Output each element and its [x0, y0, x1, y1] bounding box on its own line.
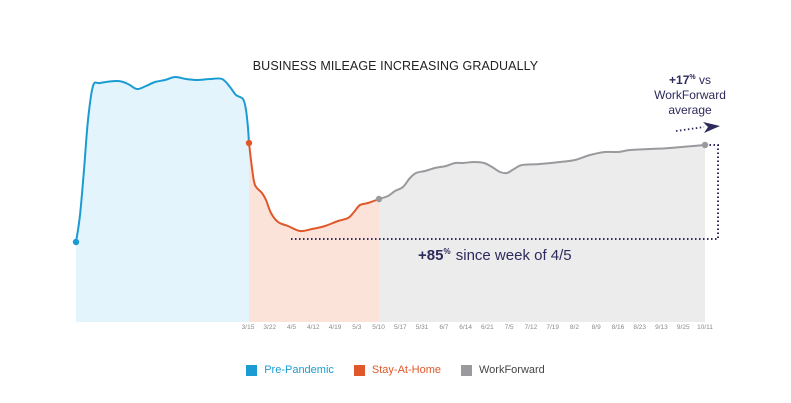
- x-tick-label: 5/10: [372, 324, 385, 331]
- x-tick-label: 8/16: [611, 324, 625, 331]
- legend-label-stay-at-home: Stay-At-Home: [371, 364, 441, 376]
- annotation-85-sup: %: [443, 247, 451, 256]
- x-tick-label: 4/5: [286, 324, 297, 331]
- legend-item-stay-at-home: Stay-At-Home: [353, 364, 441, 376]
- line-pre-pandemic: [75, 75, 250, 243]
- x-tick-label: 8/9: [591, 324, 601, 331]
- area-workforward: [379, 145, 705, 322]
- x-tick-label: 7/12: [524, 324, 538, 331]
- line-workforward: [378, 144, 706, 200]
- annotation-17-line3: average: [668, 103, 712, 117]
- annotation-17-vs: vs: [695, 73, 711, 87]
- legend-label-pre-pandemic: Pre-Pandemic: [264, 364, 334, 376]
- x-tick-label: 4/19: [328, 324, 342, 331]
- line-stay-at-home: [248, 142, 380, 233]
- area-stay-at-home: [249, 143, 379, 322]
- annotation-17-percent: +17% vs WorkForward average: [640, 70, 740, 118]
- annotation-85-value: +85: [418, 247, 444, 264]
- dotted-arrow-line: [675, 126, 705, 132]
- annotation-85-text: since week of 4/5: [451, 247, 572, 264]
- x-tick-label: 9/13: [655, 324, 668, 331]
- x-tick-label: 8/2: [569, 324, 579, 331]
- x-tick-label: 6/14: [459, 324, 472, 331]
- arrow-head-icon: [703, 122, 720, 133]
- legend-swatch-stay-at-home: [353, 364, 365, 376]
- x-tick-label: 3/15: [241, 324, 255, 331]
- annotation-17-sup: %: [689, 74, 696, 81]
- annotation-85-percent: +85% since week of 4/5: [418, 247, 572, 264]
- chart-title: BUSINESS MILEAGE INCREASING GRADUALLY: [252, 59, 539, 73]
- x-tick-label: 9/25: [676, 324, 690, 331]
- legend-label-workforward: WorkForward: [478, 364, 545, 376]
- chart-legend: Pre-Pandemic Stay-At-Home WorkForward: [0, 364, 791, 376]
- x-tick-label: 10/11: [697, 324, 713, 331]
- x-tick-label: 7/5: [504, 324, 514, 331]
- legend-swatch-pre-pandemic: [246, 364, 258, 376]
- area-pre-pandemic: [76, 76, 249, 322]
- x-tick-label: 6/7: [439, 324, 449, 331]
- dotted-guide-line: [291, 144, 719, 240]
- x-tick-label: 8/23: [633, 324, 647, 331]
- legend-item-pre-pandemic: Pre-Pandemic: [246, 364, 334, 376]
- x-tick-label: 3/22: [263, 324, 277, 331]
- data-point-marker: [245, 139, 253, 147]
- data-point-marker: [701, 141, 709, 149]
- annotation-17-value: +17: [669, 73, 690, 87]
- x-tick-label: 4/12: [306, 324, 320, 331]
- data-point-marker: [72, 238, 80, 246]
- x-tick-label: 7/19: [546, 324, 559, 331]
- annotation-17-line2: WorkForward: [654, 88, 726, 102]
- legend-item-workforward: WorkForward: [460, 364, 545, 376]
- data-point-marker: [375, 195, 383, 203]
- legend-swatch-workforward: [460, 364, 472, 376]
- x-tick-label: 5/17: [394, 324, 407, 331]
- x-tick-label: 5/31: [415, 324, 429, 331]
- x-tick-label: 5/3: [352, 324, 362, 331]
- x-tick-label: 6/21: [481, 324, 494, 331]
